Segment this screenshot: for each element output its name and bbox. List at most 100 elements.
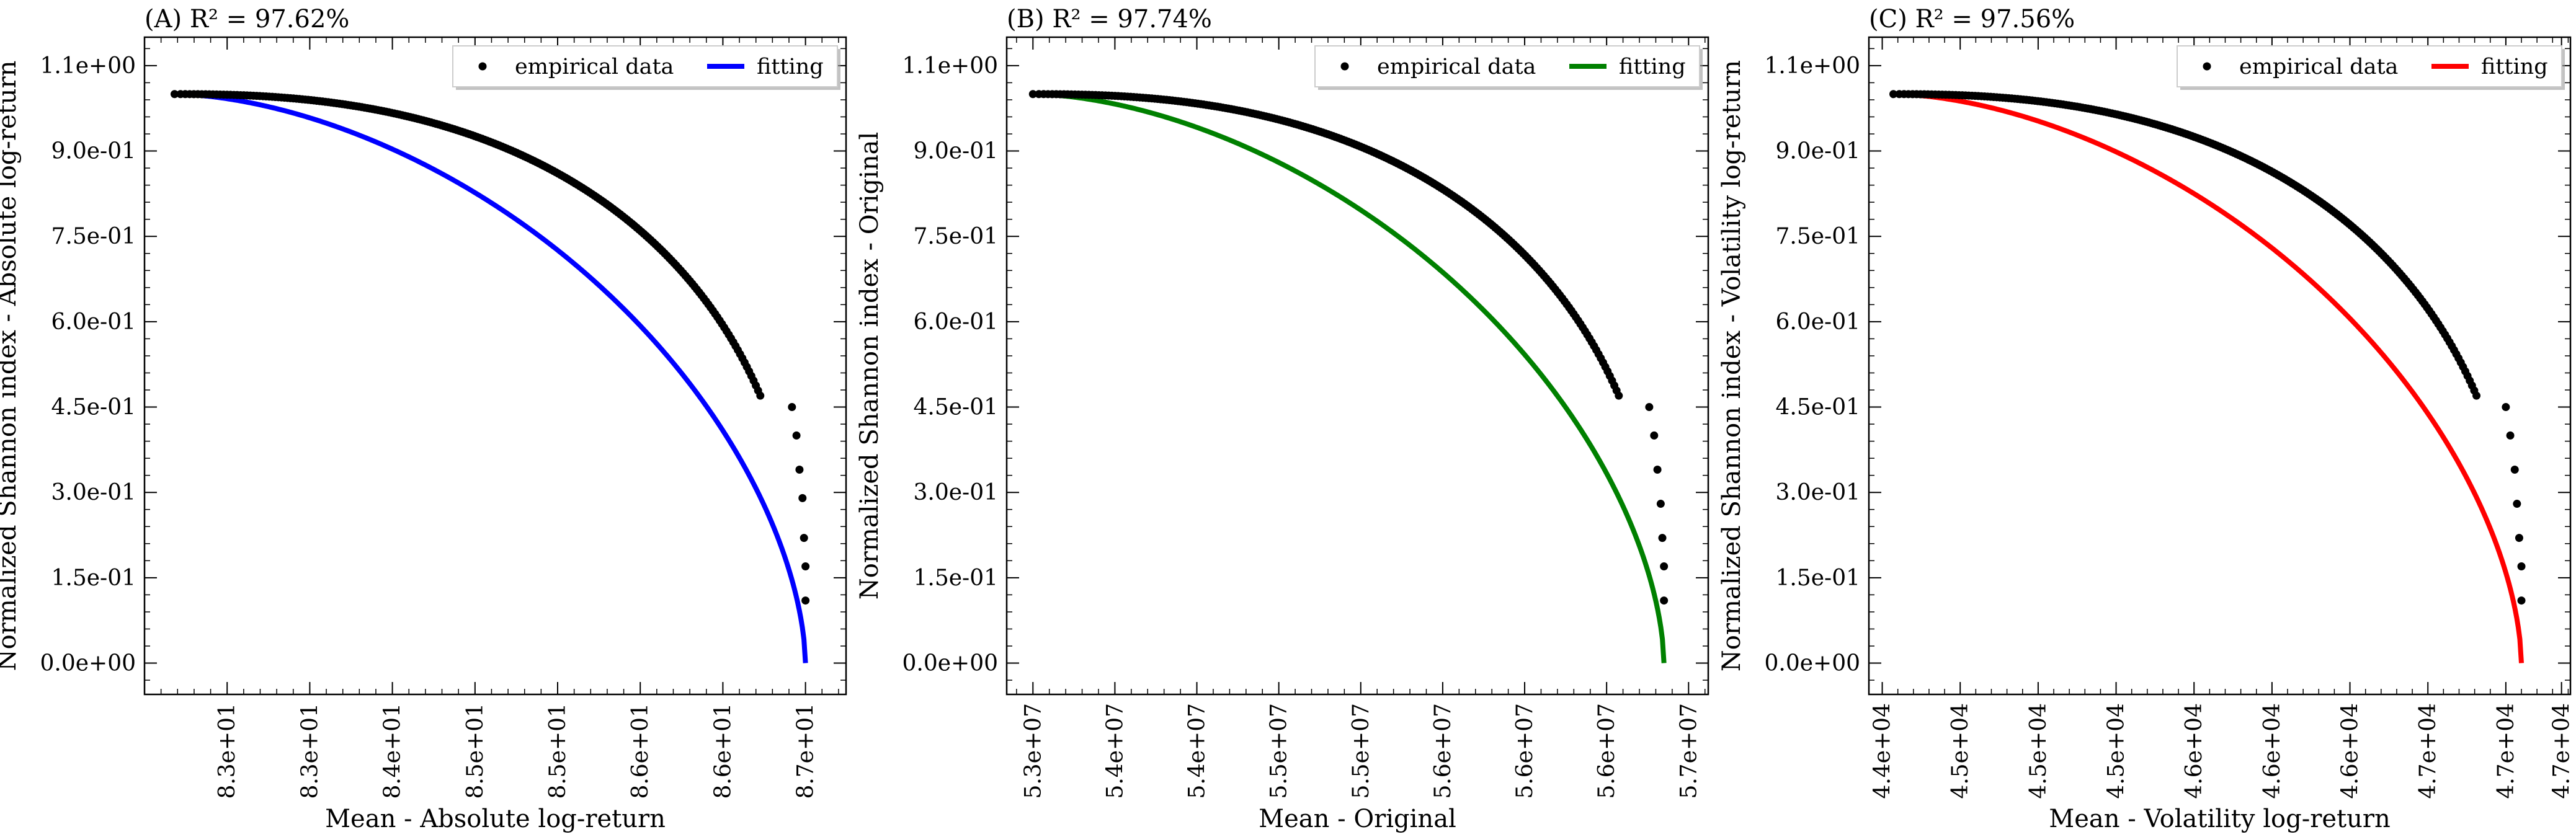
data-point [2506,431,2515,440]
data-point [1645,403,1654,412]
legend-marker-empirical [478,62,487,71]
y-tick-label: 3.0e-01 [51,480,136,505]
panel-a: 0.0e+00 1.5e-01 3.0e-01 4.5e-01 6.0e-01 7.5e-… [0,5,847,833]
plot-area [170,90,810,663]
x-tick-label: 5.7e+07 [1676,703,1701,799]
plot-area [1889,90,2526,663]
x-tick-label: 8.5e+01 [463,703,488,799]
legend: empirical data fitting [1314,45,1703,90]
data-point [801,562,810,571]
plot-area [1028,90,1669,663]
data-point [1889,90,1897,99]
y-tick-label: 9.0e-01 [51,139,136,164]
y-tick-label: 6.0e-01 [913,309,998,335]
plot-frame [1005,36,1709,696]
legend: empirical data fitting [2177,45,2565,90]
data-point [1028,90,1037,99]
x-tick-label: 8.3e+01 [297,703,323,799]
x-tick-label: 4.6e+04 [2260,703,2285,799]
legend-marker-empirical [1340,62,1349,71]
y-tick-label: 1.5e-01 [51,565,136,591]
x-tick-label: 8.7e+01 [793,703,819,799]
y-tick-label: 1.5e-01 [913,565,998,591]
y-tick-label: 4.5e-01 [1775,395,1860,420]
y-tick-label: 0.0e+00 [1764,651,1860,676]
y-tick-label: 3.0e-01 [1775,480,1860,505]
y-tick-label: 4.5e-01 [913,395,998,420]
y-tick-label: 6.0e-01 [51,309,136,335]
data-point [1615,391,1623,400]
x-tick-label: 8.6e+01 [628,703,653,799]
legend-box [2177,45,2562,87]
x-tick-label: 8.5e+01 [545,703,571,799]
plot-frame [143,36,847,696]
panel-b: 0.0e+00 1.5e-01 3.0e-01 4.5e-01 6.0e-01 7.5e-… [855,5,1709,833]
x-tick-label: 5.5e+07 [1267,703,1292,799]
data-point [2510,465,2519,474]
legend-marker-empirical [2203,62,2211,71]
legend-label-fitting: fitting [1619,55,1686,79]
legend-box [1314,45,1700,87]
data-point [792,431,801,440]
y-axis-label: Normalized Shannon index - Original [855,132,884,600]
y-tick-label: 7.5e-01 [913,224,998,249]
x-tick-label: 4.6e+04 [2182,703,2207,799]
x-axis-label: Mean - Absolute log-return [325,805,666,833]
y-tick-label: 0.0e+00 [902,651,998,676]
data-point [170,90,179,99]
x-tick-label: 4.6e+04 [2338,703,2363,799]
x-tick-label: 4.7e+04 [2494,703,2519,799]
legend-label-empirical: empirical data [1377,55,1536,79]
y-tick-label: 7.5e-01 [51,224,136,249]
y-tick-label: 7.5e-01 [1775,224,1860,249]
y-tick-label: 1.1e+00 [902,53,998,79]
legend-label-fitting: fitting [2481,55,2548,79]
data-point [2502,403,2510,412]
y-tick-label: 3.0e-01 [913,480,998,505]
data-point [1653,465,1662,474]
panel-title: (C) R² = 97.56% [1869,5,2075,33]
series-fitting-line [1893,91,2525,663]
series-fitting-line [174,91,808,663]
x-tick-label: 4.5e+04 [1948,703,1973,799]
y-tick-label: 1.1e+00 [40,53,136,79]
y-tick-label: 9.0e-01 [913,139,998,164]
y-tick-label: 1.5e-01 [1775,565,1860,591]
x-tick-label: 4.5e+04 [2104,703,2129,799]
series-fitting-line [1033,91,1667,663]
y-tick-label: 9.0e-01 [1775,139,1860,164]
data-point [798,494,807,502]
y-tick-label: 4.5e-01 [51,395,136,420]
plot-frame [1868,36,2572,696]
data-point [801,596,810,605]
x-axis-label: Mean - Original [1259,805,1456,833]
x-tick-label: 5.3e+07 [1020,703,1046,799]
x-tick-label: 5.6e+07 [1430,703,1456,799]
y-axis-label: Normalized Shannon index - Volatility lo… [1718,60,1746,671]
x-tick-label: 5.6e+07 [1512,703,1538,799]
data-point [2517,562,2526,571]
y-tick-label: 0.0e+00 [40,651,136,676]
x-tick-label: 5.5e+07 [1348,703,1374,799]
x-tick-label: 8.6e+01 [710,703,736,799]
data-point [800,534,808,542]
data-point [1660,596,1669,605]
data-point [1650,431,1659,440]
y-axis-label: Normalized Shannon index - Absolute log-… [0,61,22,671]
x-tick-label: 5.4e+07 [1185,703,1210,799]
x-tick-label: 8.3e+01 [215,703,240,799]
y-tick-label: 1.1e+00 [1764,53,1860,79]
panel-title: (A) R² = 97.62% [145,5,349,33]
x-tick-label: 8.4e+01 [380,703,406,799]
legend-label-empirical: empirical data [2239,55,2398,79]
data-point [1656,500,1665,508]
x-tick-label: 4.5e+04 [2026,703,2051,799]
data-point [788,403,796,412]
legend-label-fitting: fitting [757,55,824,79]
x-tick-label: 5.6e+07 [1594,703,1620,799]
data-point [1660,562,1669,571]
y-tick-label: 6.0e-01 [1775,309,1860,335]
data-point [795,465,804,474]
x-tick-label: 4.4e+04 [1870,703,1896,799]
